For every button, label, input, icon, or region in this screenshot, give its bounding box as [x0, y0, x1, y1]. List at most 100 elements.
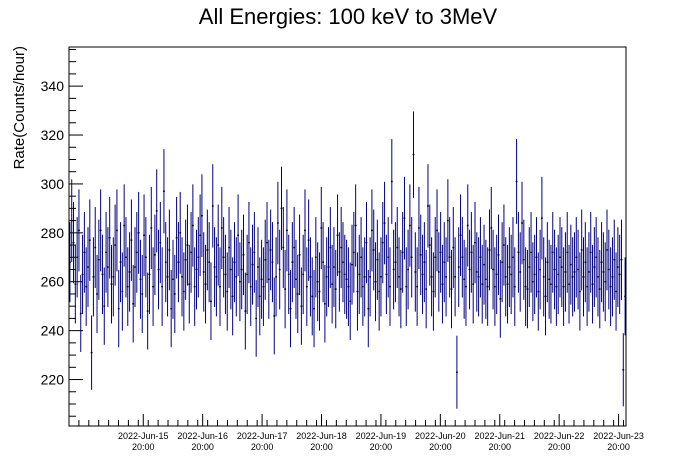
data-point	[486, 247, 489, 326]
data-point	[380, 237, 382, 317]
data-point	[74, 244, 77, 324]
data-point	[595, 217, 598, 298]
data-point	[166, 237, 169, 317]
data-point	[427, 164, 429, 248]
data-point	[539, 229, 541, 310]
data-point	[535, 217, 538, 298]
data-point	[103, 267, 106, 345]
data-point	[311, 257, 314, 336]
data-point	[128, 232, 131, 312]
data-point	[454, 237, 457, 317]
y-tick-label: 300	[41, 176, 65, 192]
data-point	[222, 217, 225, 298]
data-point	[493, 247, 496, 326]
data-point	[479, 217, 482, 298]
x-tick-time-label: 20:00	[429, 442, 452, 452]
x-tick-date-label: 2022-Jun-18	[296, 431, 347, 441]
data-point	[492, 229, 494, 310]
data-point	[378, 252, 381, 331]
data-point	[398, 237, 400, 317]
data-point	[550, 244, 552, 324]
data-point	[432, 252, 435, 331]
data-point	[562, 247, 565, 326]
x-tick-date-label: 2022-Jun-16	[177, 431, 228, 441]
data-point	[262, 247, 265, 326]
data-point	[421, 234, 424, 315]
data-point	[483, 224, 485, 305]
y-tick-label: 280	[41, 225, 65, 241]
data-point	[206, 209, 209, 291]
data-point	[376, 219, 379, 300]
data-point	[278, 229, 281, 310]
data-point	[258, 257, 261, 336]
data-point	[251, 224, 254, 305]
data-point	[152, 247, 154, 326]
x-tick-date-label: 2022-Jun-21	[474, 431, 525, 441]
data-point	[531, 242, 534, 322]
data-point	[331, 244, 334, 324]
data-point	[338, 232, 341, 312]
data-point	[112, 237, 115, 317]
data-point	[477, 237, 480, 317]
data-point	[564, 232, 567, 312]
data-point	[508, 227, 511, 307]
x-tick-date-label: 2022-Jun-15	[118, 431, 169, 441]
data-point	[304, 189, 306, 272]
data-point	[177, 222, 180, 303]
data-point	[446, 179, 449, 262]
data-point	[551, 212, 554, 293]
data-point	[383, 181, 386, 265]
data-point	[255, 280, 258, 357]
data-point	[114, 204, 117, 286]
data-point	[367, 270, 370, 348]
data-point	[296, 254, 299, 334]
x-tick-time-label: 20:00	[370, 442, 393, 452]
x-tick-time-label: 20:00	[607, 442, 630, 452]
data-point	[70, 179, 73, 262]
data-point	[457, 227, 460, 307]
data-point	[577, 229, 579, 310]
data-point	[365, 201, 368, 284]
data-point	[116, 189, 118, 272]
data-point	[466, 184, 469, 267]
x-tick-date-label: 2022-Jun-17	[237, 431, 288, 441]
data-point	[591, 244, 594, 324]
data-point	[83, 212, 86, 293]
data-point	[381, 201, 384, 284]
data-point	[403, 176, 406, 260]
data-point	[273, 277, 276, 355]
data-point	[481, 244, 484, 324]
data-point	[172, 239, 174, 319]
data-point	[195, 229, 198, 310]
data-point	[264, 219, 267, 300]
data-point	[434, 217, 437, 298]
data-point	[578, 252, 581, 331]
data-point	[474, 201, 476, 284]
data-point	[430, 237, 433, 317]
data-point	[280, 166, 283, 251]
data-point	[618, 234, 621, 315]
data-point	[510, 234, 513, 315]
plot-frame	[68, 46, 627, 427]
data-point	[371, 189, 373, 272]
data-point	[419, 214, 422, 296]
data-point	[300, 267, 303, 345]
data-point	[123, 184, 126, 267]
data-point	[361, 247, 364, 326]
data-point	[229, 229, 232, 310]
data-point	[443, 222, 446, 303]
data-point	[418, 186, 420, 270]
data-point	[597, 237, 599, 317]
data-point	[399, 249, 402, 329]
data-point	[374, 242, 377, 322]
data-point	[401, 212, 404, 293]
data-point	[267, 239, 270, 319]
data-point	[233, 222, 236, 303]
data-point	[191, 184, 194, 267]
data-point	[313, 270, 315, 348]
data-point	[224, 234, 227, 315]
data-point	[537, 252, 540, 331]
data-point	[513, 247, 516, 326]
data-point	[555, 247, 558, 326]
